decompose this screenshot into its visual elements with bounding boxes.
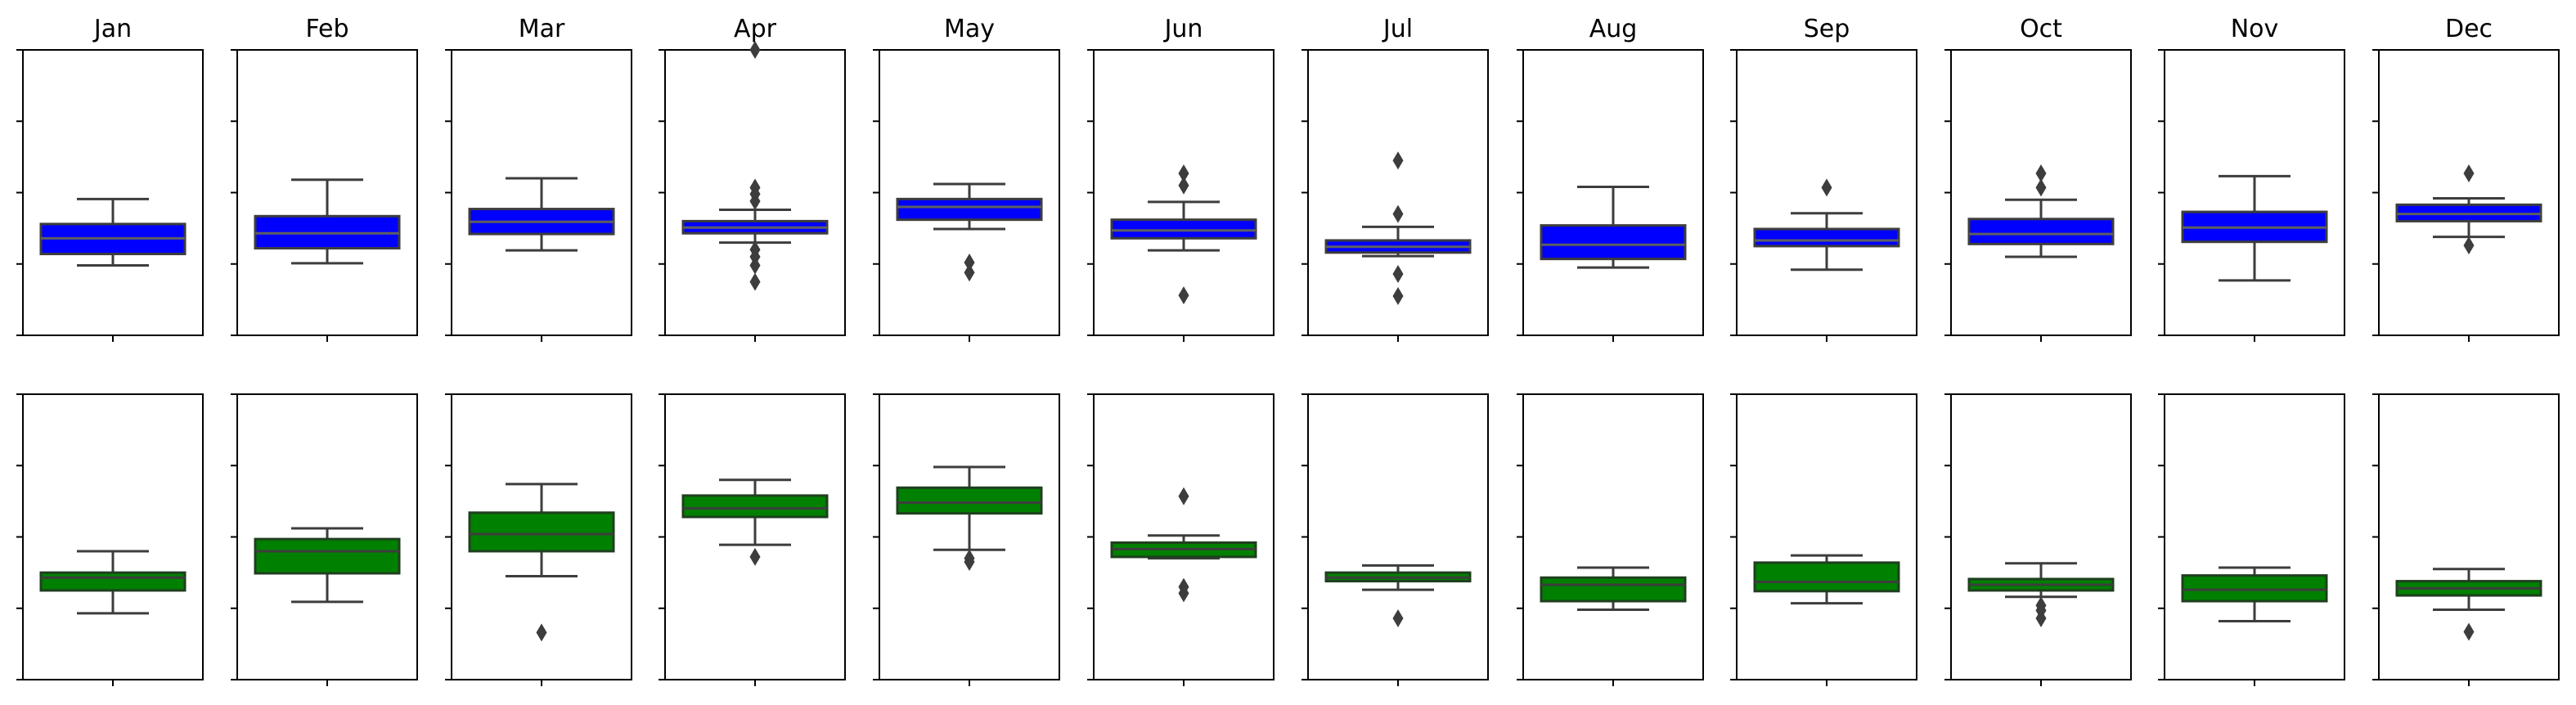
flier-row1-jun-2 [1178,164,1189,182]
flier-row2-jun-1 [1178,577,1189,596]
flier-row1-jun-1 [1178,176,1189,195]
flier-row1-may-1 [964,254,975,272]
flier-row1-jul-1 [1392,264,1404,283]
month-title-dec: Dec [2445,15,2493,43]
box-row2-jan [39,571,187,592]
box-row2-sep [1753,561,1900,593]
flier-row2-apr-0 [749,547,761,566]
panel-frame-row2-jul [1307,393,1489,680]
month-title-feb: Feb [305,15,348,43]
flier-row2-dec-0 [2463,622,2475,641]
flier-row1-oct-1 [2035,164,2047,182]
month-title-may: May [944,15,995,43]
box-row2-apr [681,494,829,519]
month-title-nov: Nov [2231,15,2279,43]
box-row1-jun [1110,218,1257,240]
flier-row2-jun-2 [1178,487,1189,505]
panel-frame-row2-aug [1522,393,1704,680]
flier-row2-mar-0 [536,623,547,642]
month-title-jun: Jun [1163,15,1203,43]
month-title-mar: Mar [519,15,565,43]
box-row1-aug [1540,224,1687,261]
panel-frame-row1-jan [22,49,204,336]
flier-row1-oct-0 [2035,178,2047,197]
month-title-jul: Jul [1382,15,1413,43]
panel-frame-row2-sep [1736,393,1917,680]
box-row1-oct [1967,218,2115,245]
month-title-sep: Sep [1804,15,1850,43]
box-row2-nov [2181,574,2328,603]
flier-row1-jul-2 [1392,204,1404,223]
month-title-aug: Aug [1589,15,1638,43]
flier-row1-jul-0 [1392,287,1404,306]
flier-row2-oct-2 [2035,596,2047,615]
month-title-apr: Apr [734,15,777,43]
flier-row1-apr-0 [749,272,761,291]
flier-row1-jul-3 [1392,151,1404,170]
box-row2-may [896,486,1043,515]
panel-frame-row2-oct [1950,393,2132,680]
flier-row1-apr-7 [749,41,761,59]
box-row2-feb [254,537,401,575]
flier-row1-apr-6 [749,178,761,197]
flier-row1-may-0 [964,263,975,282]
box-row1-sep [1753,227,1900,248]
flier-row1-dec-0 [2463,236,2475,255]
flier-row1-jun-0 [1178,286,1189,305]
flier-row1-sep-0 [1821,178,1832,197]
flier-row1-apr-3 [749,240,761,259]
box-row2-aug [1540,576,1687,603]
flier-row2-jul-0 [1392,608,1404,627]
month-title-oct: Oct [2020,15,2062,43]
panel-frame-row2-nov [2164,393,2345,680]
flier-row2-may-1 [964,549,975,568]
panel-frame-row1-dec [2378,49,2560,336]
box-row1-may [896,197,1043,222]
panel-frame-row2-jan [22,393,204,680]
month-title-jan: Jan [92,15,132,43]
flier-row1-dec-1 [2463,164,2475,182]
box-row2-mar [468,511,615,553]
